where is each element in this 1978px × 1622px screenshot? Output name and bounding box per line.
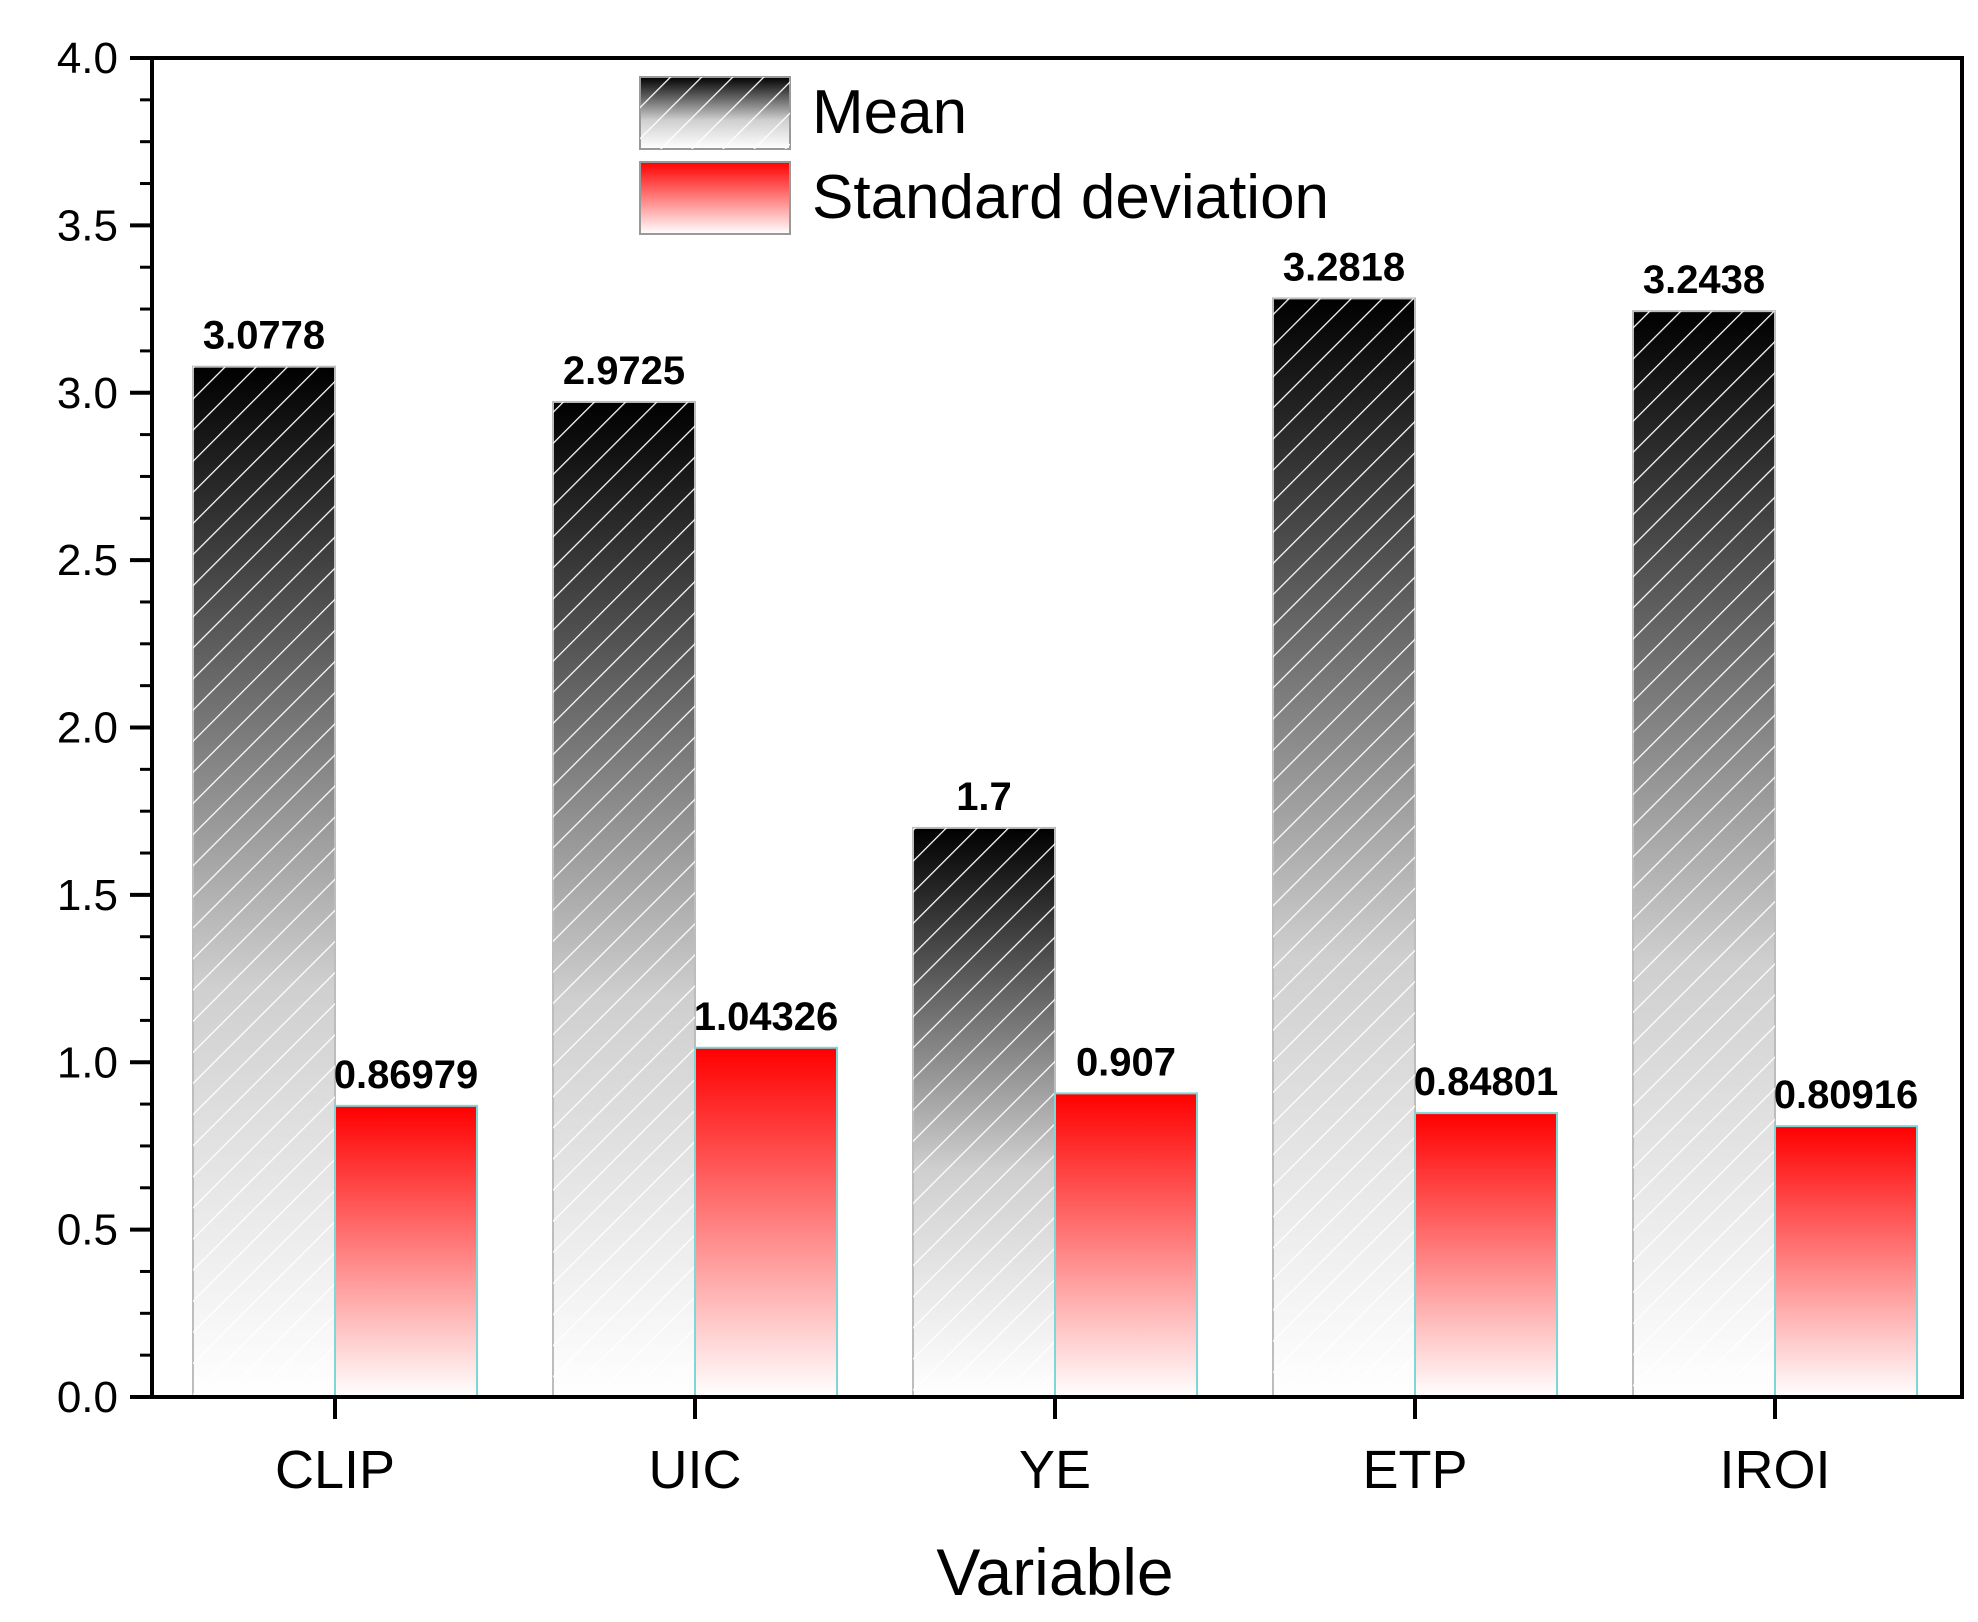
x-tick-label-etp: ETP	[1362, 1440, 1467, 1500]
x-tick-label-clip: CLIP	[275, 1440, 395, 1500]
data-labels-layer: 3.0778 0.86979 2.9725 1.04326 1.7 0.907 3.2818…	[203, 245, 1918, 1117]
y-tick-label-0.0: 0.0	[57, 1373, 118, 1422]
legend-label-std: Standard deviation	[812, 163, 1329, 232]
axes-layer: CLIP UIC YE ETP IROI 0.0 0.5 1.0 1.5 2.0 2.5 3.0 3.5…	[57, 34, 1964, 1500]
x-tick-label-iroi: IROI	[1719, 1440, 1830, 1500]
legend-label-mean: Mean	[812, 78, 967, 147]
y-tick-label-1.5: 1.5	[57, 871, 118, 920]
data-label-mean-clip: 3.0778	[203, 314, 325, 358]
bar-std-uic	[694, 1046, 838, 1398]
y-tick-label-0.5: 0.5	[57, 1206, 118, 1255]
bar-mean-hatch-ye	[913, 827, 1055, 1397]
data-label-std-clip: 0.86979	[334, 1053, 479, 1097]
legend-swatch-std	[639, 161, 791, 235]
data-label-mean-ye: 1.7	[956, 775, 1012, 819]
y-tick-label-3.5: 3.5	[57, 201, 118, 250]
data-label-std-ye: 0.907	[1076, 1040, 1176, 1084]
legend: Mean Standard deviation	[639, 76, 1329, 235]
bars-layer	[192, 297, 1918, 1399]
data-label-std-etp: 0.84801	[1414, 1060, 1559, 1104]
bar-std-iroi	[1774, 1125, 1918, 1398]
data-label-mean-uic: 2.9725	[563, 349, 685, 393]
bar-mean-hatch-etp	[1273, 298, 1415, 1397]
bar-std-etp	[1414, 1112, 1558, 1398]
bar-mean-hatch-iroi	[1633, 311, 1775, 1397]
bar-mean-hatch-clip	[193, 366, 335, 1398]
y-tick-label-3.0: 3.0	[57, 369, 118, 418]
y-tick-label-4.0: 4.0	[57, 34, 118, 83]
y-tick-label-1.0: 1.0	[57, 1038, 118, 1087]
bar-mean-hatch-uic	[553, 401, 695, 1397]
data-label-mean-iroi: 3.2438	[1643, 258, 1765, 302]
data-label-mean-etp: 3.2818	[1283, 245, 1405, 289]
x-axis-title: Variable	[936, 1535, 1173, 1609]
y-tick-label-2.5: 2.5	[57, 536, 118, 585]
data-label-std-uic: 1.04326	[694, 995, 839, 1039]
x-tick-label-uic: UIC	[649, 1440, 742, 1500]
data-label-std-iroi: 0.80916	[1774, 1073, 1919, 1117]
legend-swatch-mean-hatch	[640, 77, 790, 149]
bar-std-ye	[1054, 1092, 1198, 1398]
y-tick-label-2.0: 2.0	[57, 704, 118, 753]
bar-std-clip	[334, 1104, 478, 1398]
x-tick-label-ye: YE	[1019, 1440, 1091, 1500]
